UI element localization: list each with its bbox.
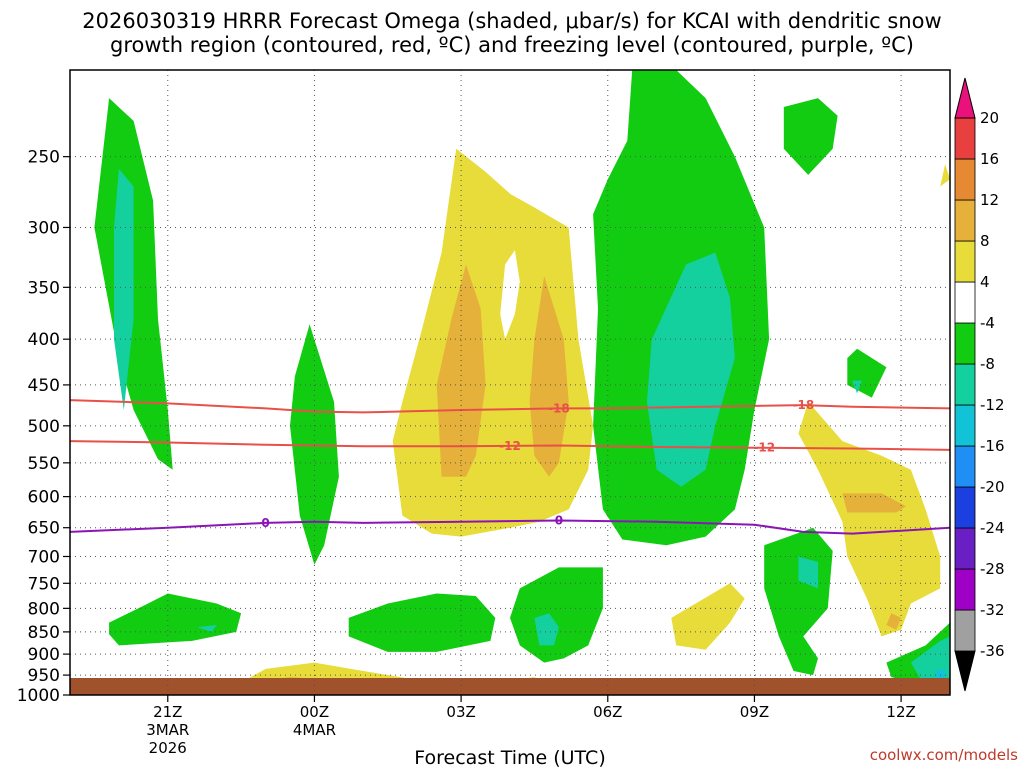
- x-tick-sublabel: 4MAR: [293, 721, 336, 739]
- omega-region-orange-speck-12z: [886, 613, 902, 630]
- colorbar-swatch: [954, 527, 976, 570]
- y-tick-label: 900: [28, 645, 60, 665]
- colorbar-swatch: [954, 445, 976, 488]
- y-tick-label: 950: [28, 666, 60, 686]
- x-tick-sublabel: 2026: [149, 739, 187, 757]
- omega-region-teal-core-06z: [646, 252, 735, 487]
- colorbar-label: -36: [980, 642, 1005, 660]
- colorbar-label: -8: [980, 355, 995, 373]
- colorbar-swatch: [954, 281, 976, 324]
- credit-text[interactable]: coolwx.com/models: [870, 746, 1018, 764]
- contour-label: 0: [261, 516, 269, 530]
- omega-region-orange-core-east: [529, 276, 569, 477]
- omega-region-white-hole: [500, 250, 520, 340]
- colorbar-label: 8: [980, 232, 990, 250]
- ground-surface: [70, 678, 950, 695]
- colorbar-label: -4: [980, 314, 995, 332]
- chart-title-line2: growth region (contoured, red, ºC) and f…: [110, 33, 914, 57]
- y-tick-label: 300: [28, 218, 60, 238]
- y-tick-label: 550: [28, 454, 60, 474]
- omega-region-teal-core-09z: [798, 556, 818, 589]
- plot-frame: [69, 69, 951, 696]
- contour-label-extra: -18: [792, 398, 814, 412]
- y-tick-label: 500: [28, 417, 60, 437]
- colorbar: -36 -32 -28 -24 -20 -16 -12 -8 -4 4 8 12 16 20: [954, 77, 1005, 692]
- y-tick-label: 450: [28, 376, 60, 396]
- colorbar-label: -24: [980, 519, 1005, 537]
- omega-region-green-column-00z: [290, 324, 339, 565]
- plot-area: -18 -12 0 0 -12 -18: [69, 70, 951, 695]
- y-tick-label: 850: [28, 623, 60, 643]
- chart-title-line1: 2026030319 HRRR Forecast Omega (shaded, …: [82, 9, 941, 33]
- colorbar-label: 16: [980, 150, 999, 168]
- x-tick-label: 03Z: [446, 703, 475, 721]
- colorbar-label: -16: [980, 437, 1005, 455]
- colorbar-cap-top: [954, 77, 976, 119]
- contour-label-group--18C: -18: [548, 401, 570, 415]
- contour--18C: [69, 399, 951, 414]
- y-tick-label: 250: [28, 148, 60, 168]
- colorbar-swatch: [954, 486, 976, 529]
- y-tick-label: 750: [28, 574, 60, 594]
- y-tick-label: 600: [28, 488, 60, 508]
- colorbar-label: -28: [980, 560, 1005, 578]
- x-tick-label: 21Z: [153, 703, 182, 721]
- colorbar-label: -32: [980, 601, 1005, 619]
- y-tick-label: 350: [28, 278, 60, 298]
- colorbar-cap-bottom: [954, 650, 976, 692]
- omega-region-yellow-blob-07z: [671, 583, 745, 650]
- omega-region-yellow-mid-column: [798, 401, 941, 637]
- y-tick-label: 400: [28, 330, 60, 350]
- contour-label: -18: [548, 401, 570, 415]
- omega-region-blue-speck-12z: [935, 668, 946, 680]
- omega-region-green-blob-850-21z: [109, 593, 242, 646]
- y-tick-label: 800: [28, 599, 60, 619]
- colorbar-label: 12: [980, 191, 999, 209]
- omega-region-teal-core-05z: [534, 613, 559, 646]
- colorbar-swatch: [954, 363, 976, 406]
- x-tick-label: 09Z: [740, 703, 769, 721]
- omega-region-green-blob-10z: [783, 98, 838, 175]
- omega-region-green-blob-850-05z: [510, 567, 603, 663]
- colorbar-label: 20: [980, 109, 999, 127]
- contour-label-group-0C: 0: [261, 516, 269, 530]
- contour-label-extra: -12: [753, 441, 775, 455]
- omega-region-orange-patch-11z: [842, 493, 906, 513]
- colorbar-swatch: [954, 117, 976, 160]
- colorbar-swatch: [954, 240, 976, 283]
- contour-label-extra: 0: [555, 513, 563, 527]
- colorbar-label: -20: [980, 478, 1005, 496]
- x-tick-label: 00Z: [300, 703, 329, 721]
- colorbar-swatch: [954, 609, 976, 652]
- omega-region-teal-core-21z: [114, 168, 134, 410]
- omega-region-yellow-right-lobe: [940, 164, 950, 187]
- y-tick-label: 1000: [17, 686, 60, 706]
- x-tick-label: 06Z: [593, 703, 622, 721]
- x-axis-label: Forecast Time (UTC): [414, 747, 605, 768]
- colorbar-swatch: [954, 199, 976, 242]
- contour-0C: [69, 519, 951, 535]
- colorbar-swatch: [954, 568, 976, 611]
- colorbar-label: -12: [980, 396, 1005, 414]
- axes: 2503003504004505005506006507007508008509…: [17, 69, 951, 757]
- colorbar-label: 4: [980, 273, 990, 291]
- colorbar-swatch: [954, 322, 976, 365]
- colorbar-swatch: [954, 404, 976, 447]
- omega-region-teal-speck-21z: [197, 625, 217, 632]
- colorbar-swatch: [954, 158, 976, 201]
- contour--12C: [69, 440, 951, 451]
- y-tick-label: 650: [28, 519, 60, 539]
- contour-label: -12: [499, 439, 521, 453]
- y-tick-label: 700: [28, 547, 60, 567]
- omega-region-teal-dot-11z: [852, 380, 862, 394]
- contour-label-group--12C: -12: [499, 439, 521, 453]
- x-tick-label: 12Z: [886, 703, 915, 721]
- x-tick-sublabel: 3MAR: [146, 721, 189, 739]
